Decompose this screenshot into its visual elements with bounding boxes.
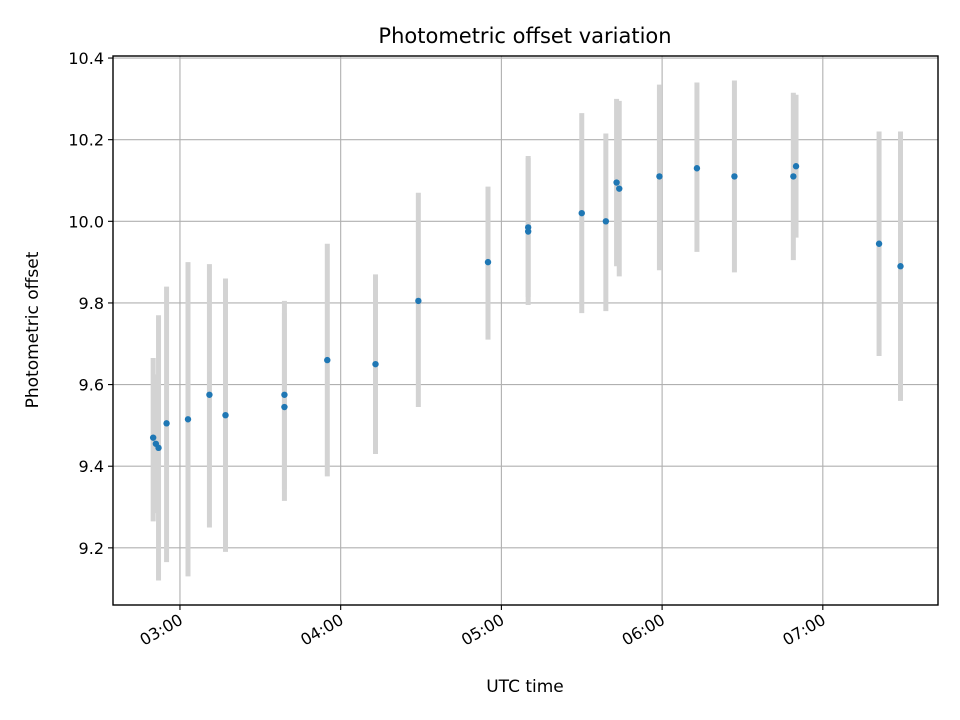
data-point — [897, 263, 904, 270]
grid — [113, 56, 938, 605]
y-tick-label: 9.6 — [79, 376, 104, 395]
data-point — [875, 240, 883, 247]
data-point — [184, 416, 192, 423]
data-point — [281, 403, 288, 411]
data-point — [206, 391, 213, 398]
y-tick-label: 9.2 — [79, 539, 104, 558]
chart-title: Photometric offset variation — [378, 24, 671, 48]
data-point — [602, 218, 610, 225]
data-point — [415, 297, 422, 305]
data-point — [222, 411, 229, 419]
y-tick-label: 9.8 — [79, 294, 104, 313]
y-tick-label: 10.0 — [68, 212, 104, 231]
data-point — [281, 391, 288, 398]
data-point — [613, 179, 620, 186]
data-point — [163, 420, 170, 427]
data-point — [693, 165, 701, 172]
y-axis: 9.2 9.4 9.6 9.8 10.0 10.2 10.4 — [68, 49, 113, 558]
plot-frame — [112, 55, 939, 606]
data-point — [578, 209, 585, 217]
data-points — [149, 163, 904, 452]
data-point — [324, 356, 331, 364]
x-axis-label: UTC time — [486, 677, 564, 697]
data-point — [656, 173, 663, 180]
data-point — [524, 224, 532, 231]
data-point — [792, 163, 800, 170]
y-axis-label: Photometric offset — [23, 251, 43, 408]
data-point — [155, 444, 162, 452]
data-point — [484, 258, 492, 266]
data-point — [149, 434, 157, 441]
y-tick-label: 9.4 — [79, 457, 104, 476]
data-point — [372, 360, 379, 368]
y-tick-label: 10.4 — [68, 49, 104, 68]
y-tick-label: 10.2 — [68, 131, 104, 150]
data-point — [731, 173, 738, 180]
data-point — [790, 173, 797, 180]
data-point — [616, 185, 623, 192]
